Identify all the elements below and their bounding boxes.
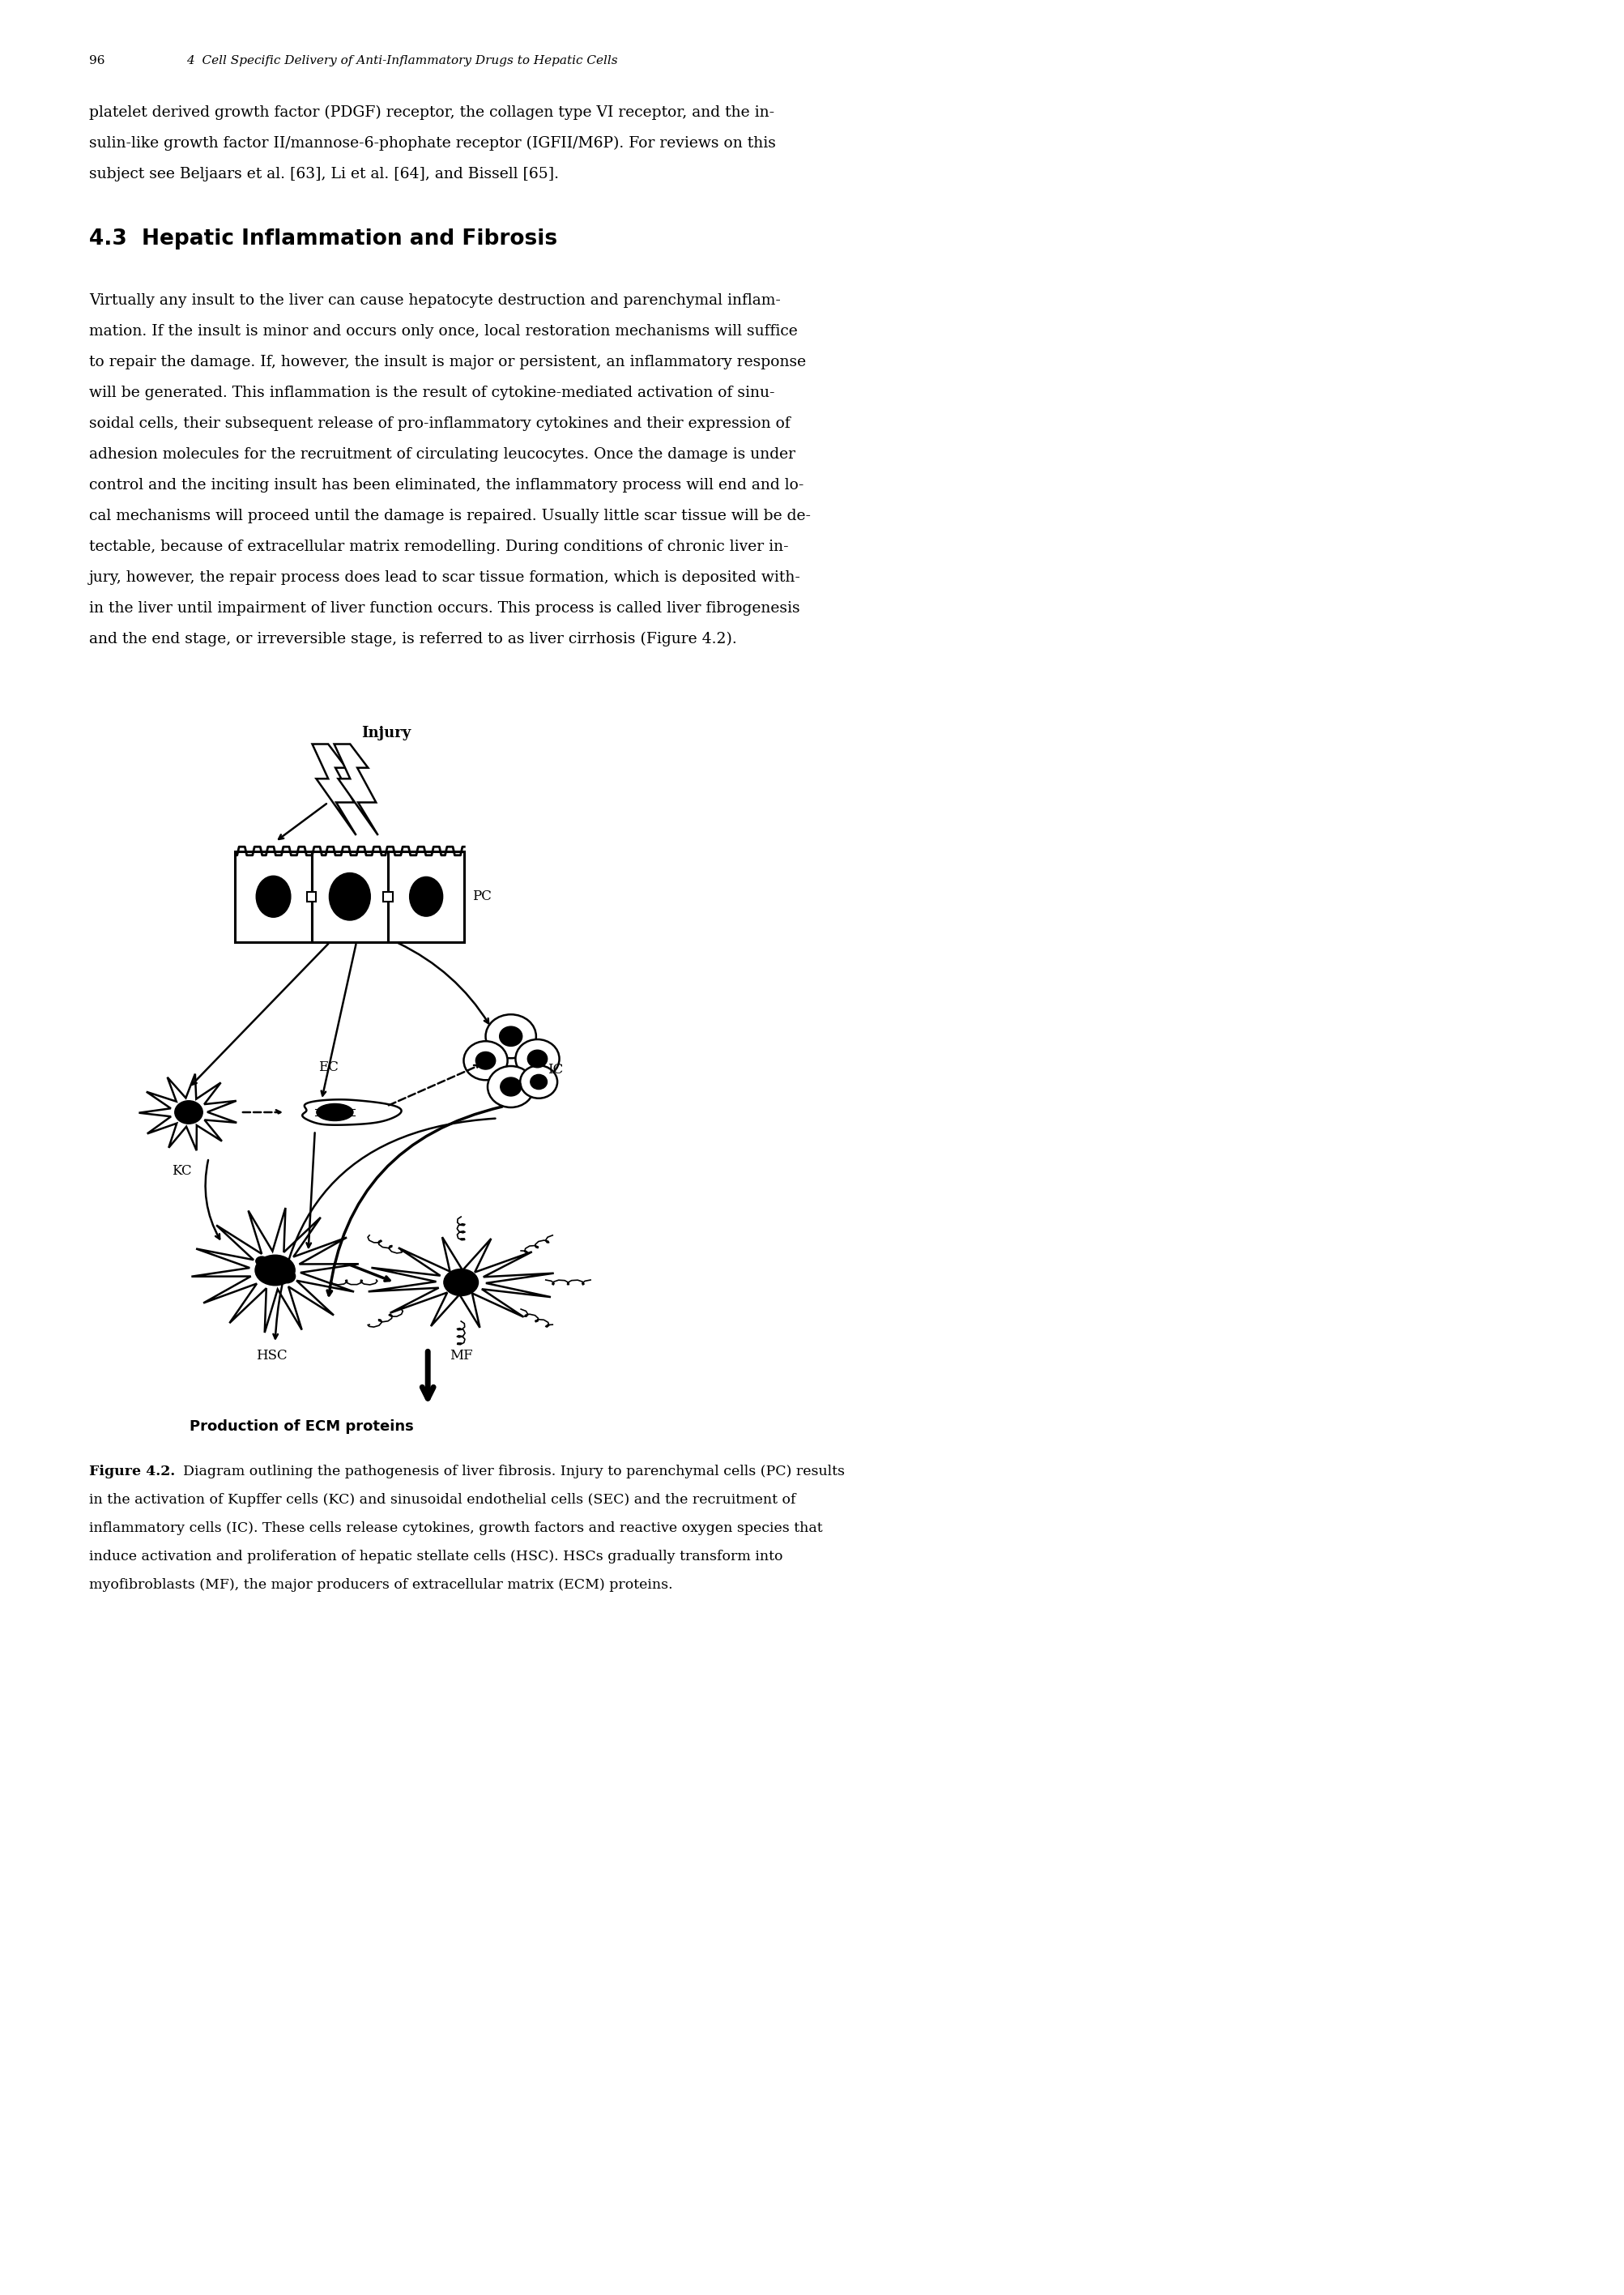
Ellipse shape	[255, 1255, 296, 1285]
Text: sulin-like growth factor II/mannose-6-phophate receptor (IGFII/M6P). For reviews: sulin-like growth factor II/mannose-6-ph…	[89, 135, 776, 151]
Ellipse shape	[257, 1258, 268, 1265]
Ellipse shape	[486, 1014, 536, 1058]
Bar	[383, 893, 393, 902]
Polygon shape	[312, 744, 356, 835]
Polygon shape	[192, 1207, 359, 1333]
Text: platelet derived growth factor (PDGF) receptor, the collagen type VI receptor, a: platelet derived growth factor (PDGF) re…	[89, 106, 775, 119]
Ellipse shape	[528, 1051, 547, 1067]
Ellipse shape	[500, 1076, 521, 1097]
Bar	[388, 851, 464, 943]
Text: mation. If the insult is minor and occurs only once, local restoration mechanism: mation. If the insult is minor and occur…	[89, 324, 797, 340]
Text: inflammatory cells (IC). These cells release cytokines, growth factors and react: inflammatory cells (IC). These cells rel…	[89, 1522, 823, 1535]
Polygon shape	[369, 1237, 554, 1327]
Ellipse shape	[317, 1104, 352, 1120]
Text: subject see Beljaars et al. [63], Li et al. [64], and Bissell [65].: subject see Beljaars et al. [63], Li et …	[89, 168, 559, 181]
Text: to repair the damage. If, however, the insult is major or persistent, an inflamm: to repair the damage. If, however, the i…	[89, 356, 806, 369]
Text: HSC: HSC	[257, 1349, 287, 1363]
Ellipse shape	[330, 872, 370, 920]
Text: Diagram outlining the pathogenesis of liver fibrosis. Injury to parenchymal cell: Diagram outlining the pathogenesis of li…	[174, 1464, 844, 1478]
Text: Production of ECM proteins: Production of ECM proteins	[190, 1418, 414, 1434]
Ellipse shape	[175, 1102, 203, 1125]
Text: jury, however, the repair process does lead to scar tissue formation, which is d: jury, however, the repair process does l…	[89, 569, 801, 585]
Text: EC: EC	[318, 1060, 338, 1074]
Text: in the liver until impairment of liver function occurs. This process is called l: in the liver until impairment of liver f…	[89, 601, 801, 615]
Text: myofibroblasts (MF), the major producers of extracellular matrix (ECM) proteins.: myofibroblasts (MF), the major producers…	[89, 1579, 672, 1593]
Polygon shape	[140, 1074, 237, 1150]
Ellipse shape	[500, 1026, 523, 1047]
Text: adhesion molecules for the recruitment of circulating leucocytes. Once the damag: adhesion molecules for the recruitment o…	[89, 448, 796, 461]
Text: cal mechanisms will proceed until the damage is repaired. Usually little scar ti: cal mechanisms will proceed until the da…	[89, 509, 810, 523]
Text: IC: IC	[547, 1063, 564, 1076]
Text: MF: MF	[450, 1349, 473, 1363]
Bar	[307, 893, 317, 902]
Polygon shape	[302, 1099, 401, 1125]
Text: KC: KC	[172, 1164, 192, 1177]
Bar	[235, 851, 312, 943]
Text: 96: 96	[89, 55, 106, 67]
Text: will be generated. This inflammation is the result of cytokine-mediated activati: will be generated. This inflammation is …	[89, 386, 775, 399]
Ellipse shape	[487, 1067, 534, 1108]
Polygon shape	[335, 744, 378, 835]
Text: 4  Cell Specific Delivery of Anti-Inflammatory Drugs to Hepatic Cells: 4 Cell Specific Delivery of Anti-Inflamm…	[187, 55, 617, 67]
Ellipse shape	[476, 1051, 495, 1069]
Ellipse shape	[464, 1042, 508, 1081]
Ellipse shape	[520, 1065, 557, 1099]
Text: control and the inciting insult has been eliminated, the inflammatory process wi: control and the inciting insult has been…	[89, 477, 804, 493]
Text: Virtually any insult to the liver can cause hepatocyte destruction and parenchym: Virtually any insult to the liver can ca…	[89, 294, 781, 308]
Text: induce activation and proliferation of hepatic stellate cells (HSC). HSCs gradua: induce activation and proliferation of h…	[89, 1549, 783, 1563]
Text: tectable, because of extracellular matrix remodelling. During conditions of chro: tectable, because of extracellular matri…	[89, 539, 789, 553]
Text: and the end stage, or irreversible stage, is referred to as liver cirrhosis (Fig: and the end stage, or irreversible stage…	[89, 631, 737, 647]
Ellipse shape	[515, 1040, 559, 1079]
Bar	[312, 851, 388, 943]
Ellipse shape	[443, 1269, 479, 1297]
Ellipse shape	[409, 877, 443, 916]
Ellipse shape	[257, 877, 291, 918]
Text: PC: PC	[473, 890, 492, 904]
Text: Injury: Injury	[362, 725, 411, 739]
Text: in the activation of Kupffer cells (KC) and sinusoidal endothelial cells (SEC) a: in the activation of Kupffer cells (KC) …	[89, 1494, 796, 1508]
Text: 4.3  Hepatic Inflammation and Fibrosis: 4.3 Hepatic Inflammation and Fibrosis	[89, 230, 557, 250]
Ellipse shape	[279, 1269, 296, 1283]
Text: Figure 4.2.: Figure 4.2.	[89, 1464, 175, 1478]
Text: soidal cells, their subsequent release of pro-inflammatory cytokines and their e: soidal cells, their subsequent release o…	[89, 415, 791, 431]
Ellipse shape	[531, 1074, 547, 1090]
